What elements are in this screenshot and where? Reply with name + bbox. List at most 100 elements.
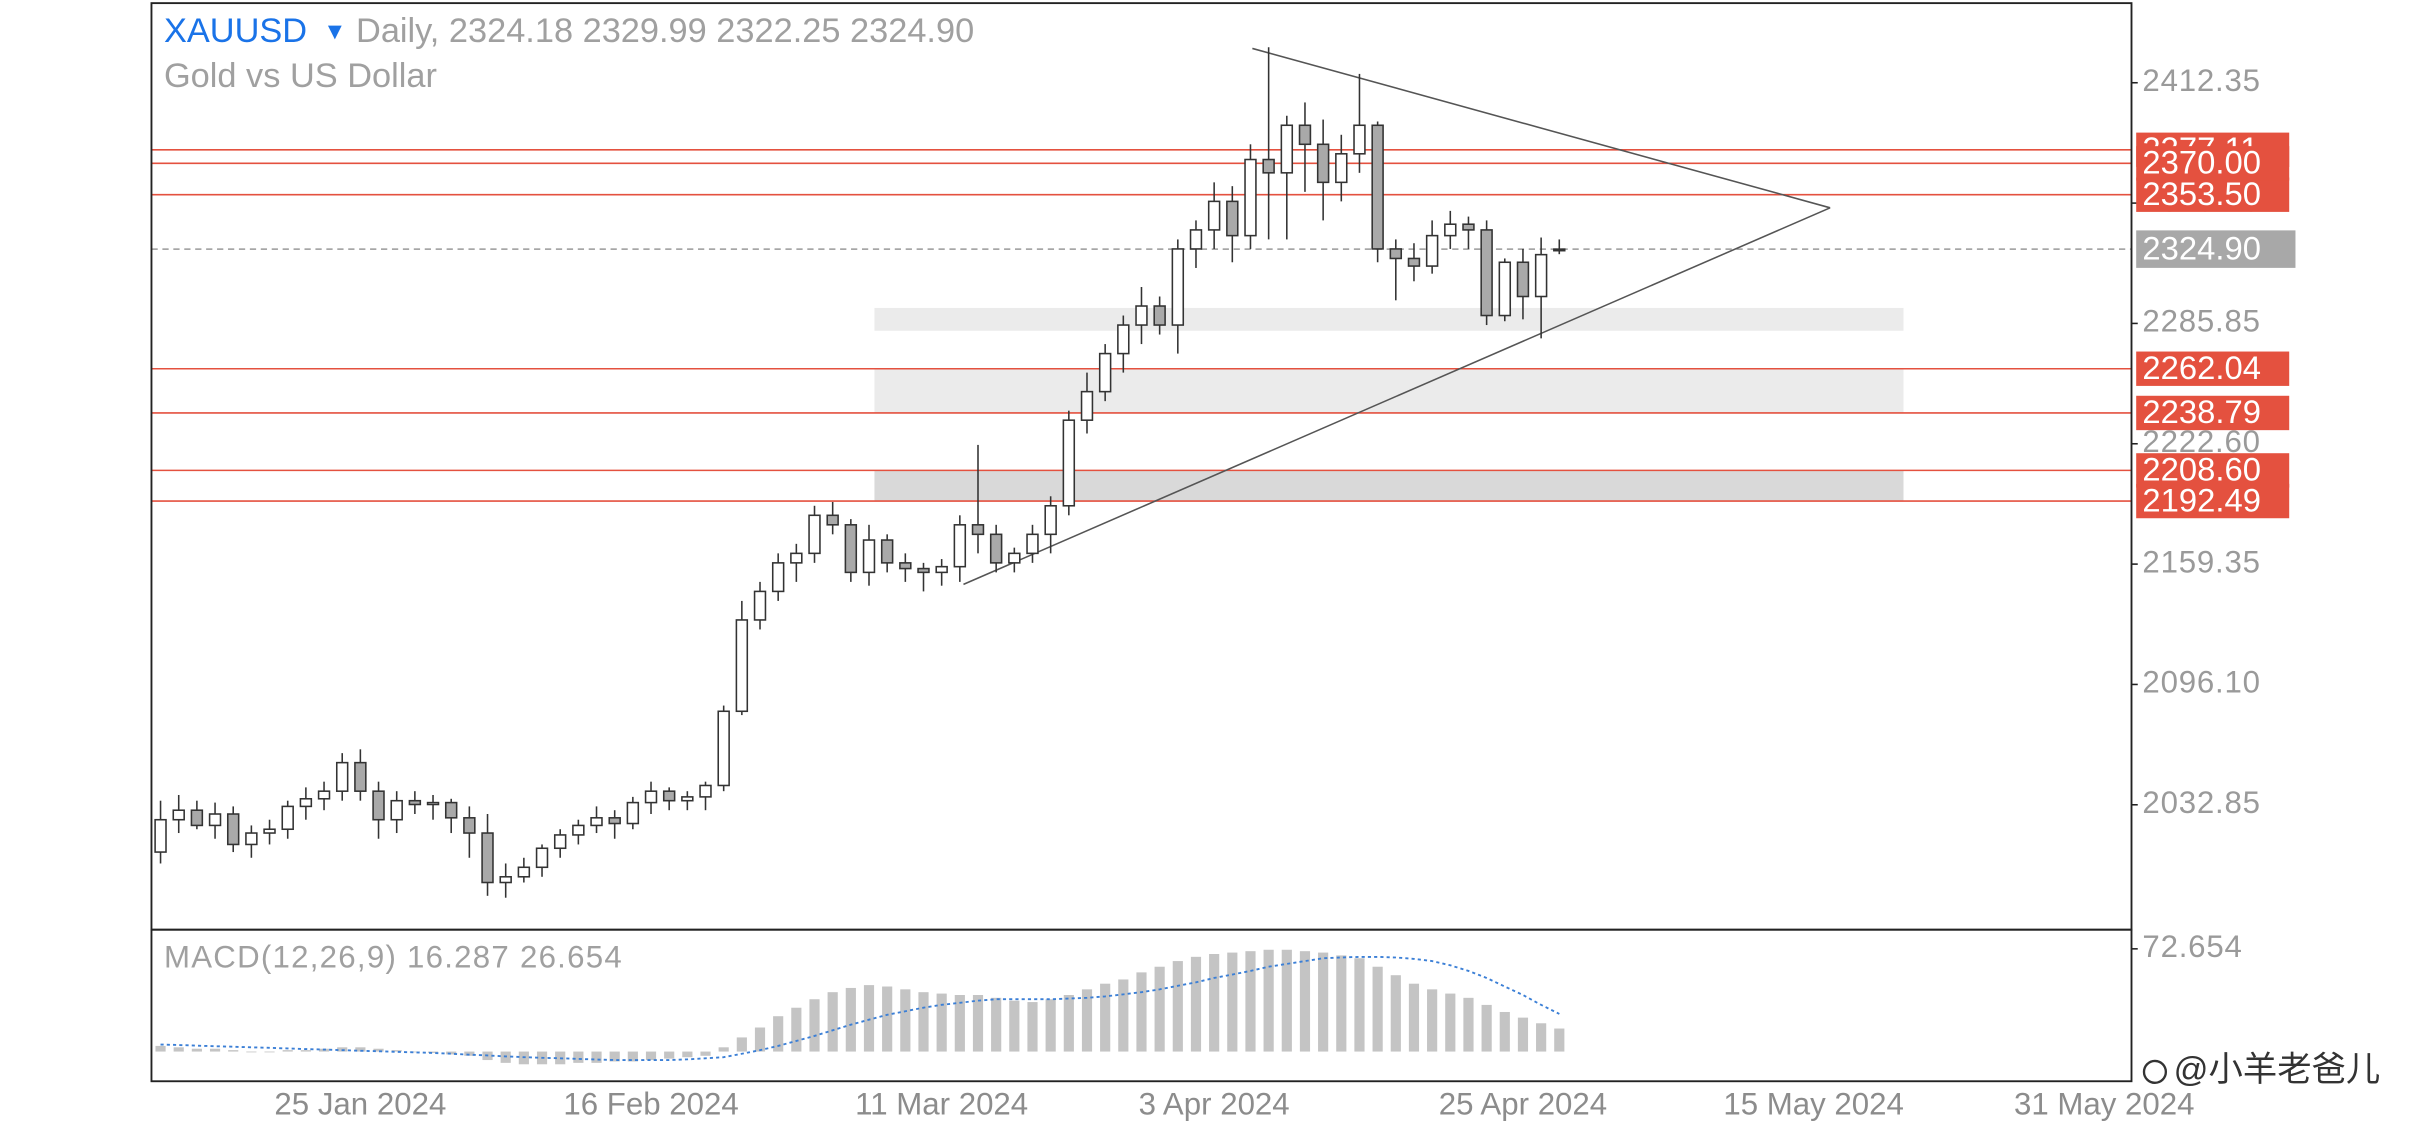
candle-body [771,562,785,593]
level-label: 2262.04 [2142,349,2261,386]
symbol[interactable]: XAUUSD [164,12,307,50]
macd-bar [464,1051,475,1056]
candle-body [1444,223,1457,237]
watermark: @小羊老爸儿 [2174,1051,2381,1089]
candle-body [463,817,476,834]
candle-body [1371,124,1384,250]
candle-body [1498,261,1512,317]
last-price-label: 2324.90 [2142,229,2261,266]
candle-body [626,801,640,825]
macd-bar [863,985,875,1052]
macd-bar [427,1051,439,1053]
macd-bar [1481,1004,1492,1052]
candle-body [499,876,512,884]
macd-bar [1136,972,1147,1052]
level-label-box [2136,351,2290,386]
level-label: 2208.60 [2142,451,2261,488]
candle-body [899,562,912,570]
macd-bar [1318,952,1329,1052]
macd-bar [1245,951,1256,1052]
triangle-lower-line [963,207,1831,586]
candle-body [1480,229,1493,317]
macd-pane-border [150,928,2133,1083]
candle-body [662,790,676,802]
candle-body [880,539,894,564]
macd-bar [936,993,947,1052]
candle-body [1335,153,1348,184]
candle-body [1262,158,1275,174]
macd-bar [1227,952,1238,1052]
x-tick-label: 25 Jan 2024 [274,1086,446,1121]
zones [874,307,1904,502]
y-tick-label: 2032.85 [2142,785,2260,820]
macd-bar [409,1051,420,1053]
macd-bar [246,1051,257,1053]
y-tick-label: 2159.35 [2142,544,2260,579]
macd-bar [1372,966,1383,1052]
candle-body [1353,124,1366,155]
subtitle: Gold vs US Dollar [164,57,437,95]
macd-bar [300,1050,311,1052]
macd-bar [1427,989,1438,1052]
macd-bar [1408,983,1420,1052]
macd-bar [191,1048,202,1052]
macd-bar [391,1050,402,1052]
zone [874,368,1904,413]
candle-body [1462,223,1475,231]
candle-body [299,798,313,808]
y-tick-label: 2285.85 [2142,304,2260,339]
macd-bar [1499,1011,1510,1052]
macd-bar [228,1050,239,1052]
candle-body [426,801,440,806]
level-label: 2353.50 [2142,175,2261,212]
macd-bar [1445,993,1456,1052]
candle-body [717,710,730,787]
macd-bar [809,999,820,1052]
levels [151,149,2132,502]
macd-bar [845,987,856,1052]
macd-bar [682,1051,693,1058]
x-tick-label: 31 May 2024 [2014,1086,2195,1121]
macd-panel [155,949,1565,1065]
symbol-dropdown-icon[interactable]: ▼ [323,18,346,44]
macd-bar [1063,995,1074,1052]
macd-bar [446,1051,457,1055]
candle-body [390,799,403,821]
macd-bar [173,1047,184,1052]
macd-bar [264,1051,275,1053]
candle-body [1062,419,1076,507]
x-tick-label: 25 Apr 2024 [1439,1086,1607,1121]
candle-body [1298,124,1312,146]
candle-body [481,832,494,884]
candle-body [1516,261,1530,298]
candle-body [935,565,948,574]
macd-bar [736,1037,747,1052]
candle-body [281,805,294,831]
candle-body [517,866,531,878]
candle-body [226,813,240,846]
y-tick-label: 2096.10 [2142,665,2260,700]
macd-bar [1118,979,1129,1052]
candle-body [208,813,222,827]
candle-body [917,567,930,574]
macd-bar [1390,975,1401,1052]
macd-bar [591,1051,602,1063]
candle-body [317,790,331,800]
candle-body [1316,143,1330,184]
macd-bar [1154,966,1165,1052]
candle-body [644,790,658,804]
signal-line [160,955,1560,1061]
candle-body [572,824,585,836]
candle-body [553,834,567,850]
macd-bar [754,1027,766,1052]
macd-bar [1281,949,1292,1052]
candle-body [190,809,204,827]
candle-body [1117,324,1130,355]
candle-body [1026,533,1039,555]
level-label-box [2136,483,2290,519]
candle-body [408,799,422,806]
interval-ohlc: Daily, 2324.18 2329.99 2322.25 2324.90 [356,12,974,50]
candle-body [1407,257,1421,267]
